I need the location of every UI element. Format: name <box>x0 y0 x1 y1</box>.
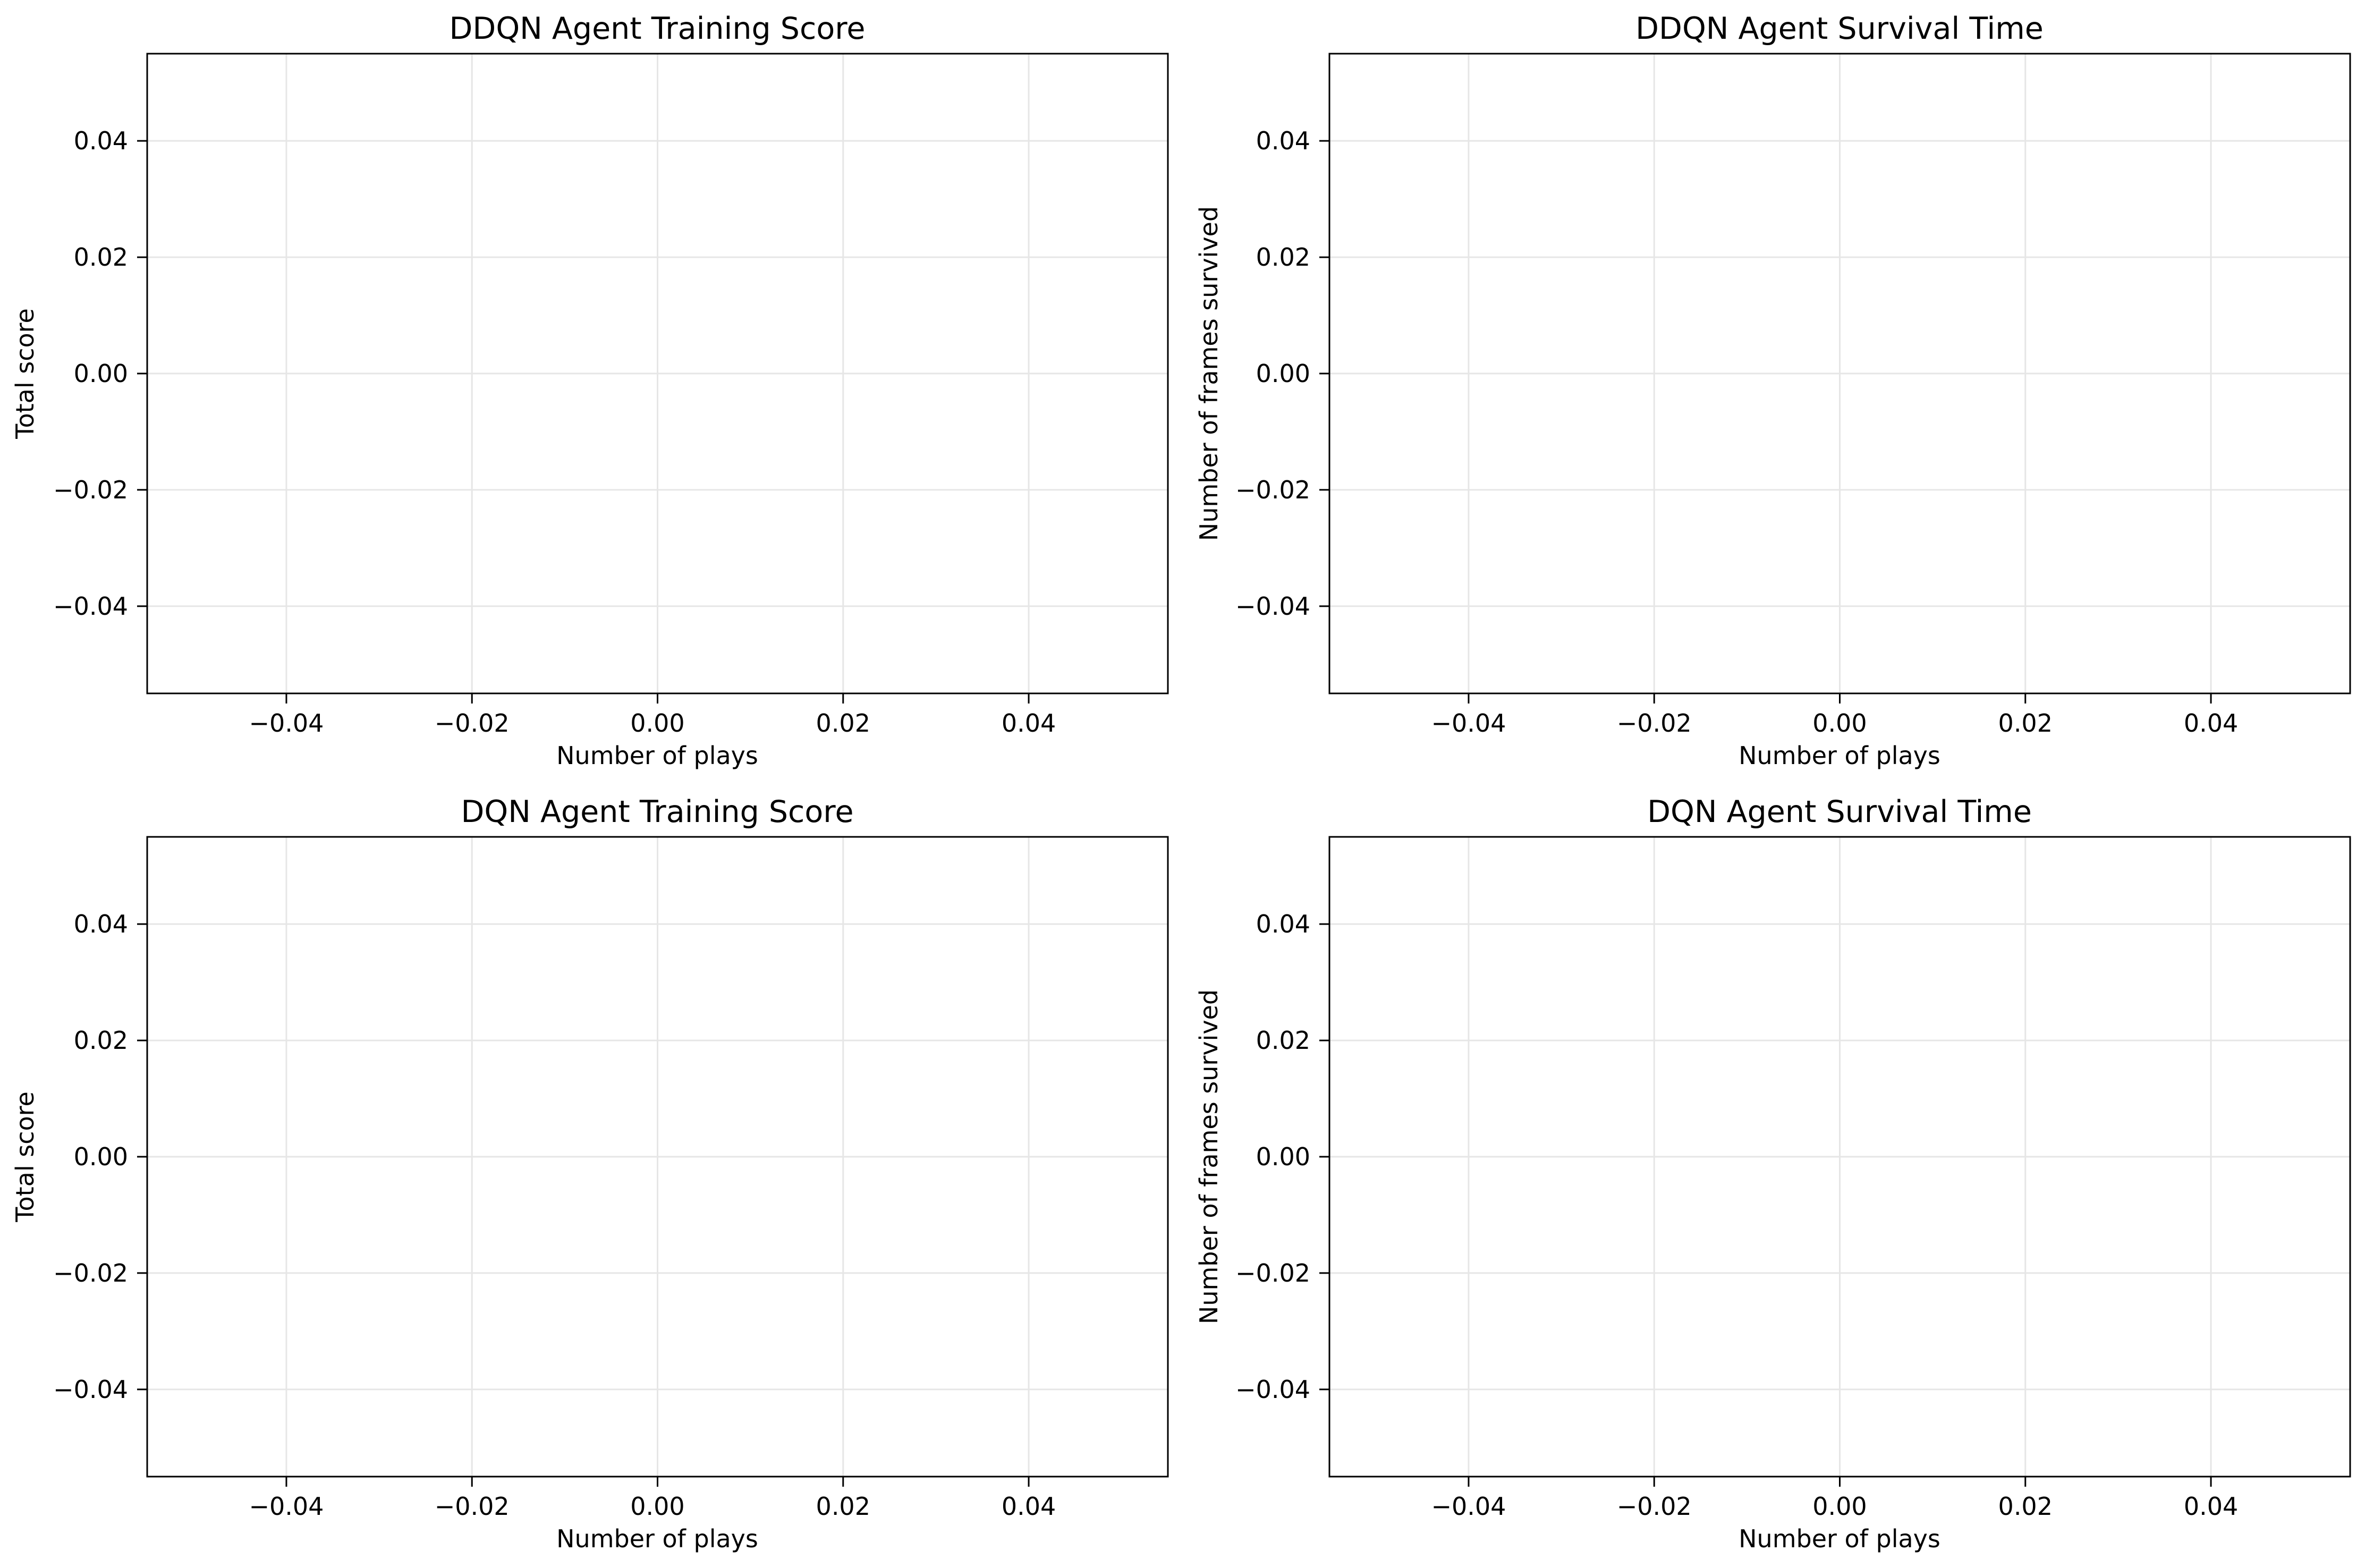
x-tick-label: −0.02 <box>435 1492 510 1521</box>
x-tick-label: 0.00 <box>1812 709 1867 738</box>
x-tick-label: 0.04 <box>2184 1492 2238 1521</box>
x-axis-label: Number of plays <box>1739 741 1940 770</box>
y-tick-label: −0.04 <box>53 1375 128 1404</box>
y-tick-label: 0.00 <box>74 1142 128 1171</box>
x-axis-label: Number of plays <box>556 741 758 770</box>
y-tick-label: −0.02 <box>53 476 128 504</box>
x-tick-label: −0.04 <box>249 709 324 738</box>
y-tick-label: 0.02 <box>74 243 128 272</box>
y-tick-label: 0.02 <box>74 1026 128 1055</box>
x-axis-label: Number of plays <box>1739 1524 1940 1553</box>
x-tick-label: 0.02 <box>1998 1492 2053 1521</box>
y-tick-label: −0.02 <box>1235 1259 1310 1287</box>
x-tick-label: −0.02 <box>1617 709 1692 738</box>
x-tick-labels: −0.04 −0.02 0.00 0.02 0.04 <box>1431 709 2238 738</box>
y-tick-label: 0.04 <box>1256 910 1310 938</box>
y-tick-label: 0.04 <box>74 910 128 938</box>
grid <box>1329 837 2350 1477</box>
x-tick-label: 0.04 <box>1002 709 1056 738</box>
subplot-ddqn-training-score: −0.04 −0.02 0.00 0.02 0.04 −0.04 −0.02 0.00 0.0… <box>11 11 1169 770</box>
y-tick-label: −0.02 <box>1235 476 1310 504</box>
tick-marks <box>137 140 1030 704</box>
y-tick-label: −0.04 <box>1235 1375 1310 1404</box>
x-tick-label: −0.02 <box>435 709 510 738</box>
y-tick-label: 0.00 <box>74 359 128 388</box>
subplot-dqn-training-score: −0.04 −0.02 0.00 0.02 0.04 −0.04 −0.02 0.00 0.0… <box>11 794 1169 1553</box>
y-tick-label: 0.00 <box>1256 359 1310 388</box>
grid <box>147 837 1168 1477</box>
chart-title: DQN Agent Training Score <box>461 794 853 829</box>
x-tick-label: −0.02 <box>1617 1492 1692 1521</box>
chart-title: DDQN Agent Training Score <box>450 11 866 46</box>
y-axis-label: Number of frames survived <box>1194 989 1223 1324</box>
grid <box>1329 54 2350 693</box>
chart-title: DQN Agent Survival Time <box>1647 794 2032 829</box>
y-tick-label: −0.04 <box>1235 592 1310 621</box>
x-tick-label: 0.04 <box>1002 1492 1056 1521</box>
x-tick-label: −0.04 <box>1431 709 1506 738</box>
y-tick-label: 0.04 <box>1256 126 1310 155</box>
y-tick-label: −0.04 <box>53 592 128 621</box>
tick-marks <box>137 923 1030 1487</box>
subplot-ddqn-survival-time: −0.04 −0.02 0.00 0.02 0.04 −0.04 −0.02 0.00 0.0… <box>1194 11 2351 770</box>
x-tick-labels: −0.04 −0.02 0.00 0.02 0.04 <box>249 709 1056 738</box>
x-tick-label: 0.02 <box>816 709 870 738</box>
x-tick-labels: −0.04 −0.02 0.00 0.02 0.04 <box>249 1492 1056 1521</box>
y-tick-label: 0.02 <box>1256 243 1310 272</box>
x-tick-label: 0.04 <box>2184 709 2238 738</box>
chart-title: DDQN Agent Survival Time <box>1635 11 2044 46</box>
x-axis-label: Number of plays <box>556 1524 758 1553</box>
x-tick-labels: −0.04 −0.02 0.00 0.02 0.04 <box>1431 1492 2238 1521</box>
y-tick-labels: −0.04 −0.02 0.00 0.02 0.04 <box>53 910 128 1404</box>
x-tick-label: 0.02 <box>816 1492 870 1521</box>
grid <box>147 54 1168 693</box>
y-axis-label: Total score <box>11 1091 39 1223</box>
y-axis-label: Number of frames survived <box>1194 206 1223 541</box>
y-tick-labels: −0.04 −0.02 0.00 0.02 0.04 <box>1235 126 1310 621</box>
x-tick-label: 0.02 <box>1998 709 2053 738</box>
x-tick-label: 0.00 <box>630 709 684 738</box>
x-tick-label: 0.00 <box>630 1492 684 1521</box>
x-tick-label: 0.00 <box>1812 1492 1867 1521</box>
y-axis-label: Total score <box>11 308 39 439</box>
y-tick-label: −0.02 <box>53 1259 128 1287</box>
y-tick-label: 0.02 <box>1256 1026 1310 1055</box>
y-tick-labels: −0.04 −0.02 0.00 0.02 0.04 <box>1235 910 1310 1404</box>
subplot-dqn-survival-time: −0.04 −0.02 0.00 0.02 0.04 −0.04 −0.02 0.00 0.0… <box>1194 794 2351 1553</box>
y-tick-label: 0.04 <box>74 126 128 155</box>
y-tick-labels: −0.04 −0.02 0.00 0.02 0.04 <box>53 126 128 621</box>
x-tick-label: −0.04 <box>1431 1492 1506 1521</box>
x-tick-label: −0.04 <box>249 1492 324 1521</box>
tick-marks <box>1319 140 2212 704</box>
tick-marks <box>1319 923 2212 1487</box>
y-tick-label: 0.00 <box>1256 1142 1310 1171</box>
